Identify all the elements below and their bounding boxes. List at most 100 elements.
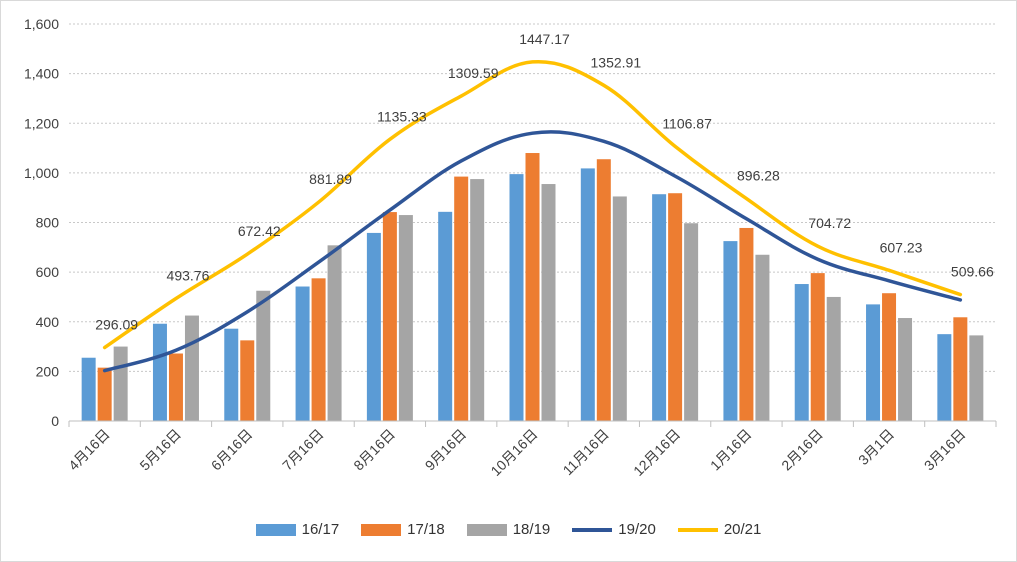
bar-17-18 <box>810 273 825 421</box>
bar-17-18 <box>454 176 469 421</box>
legend-swatch <box>361 523 402 536</box>
legend-label: 18/19 <box>512 521 551 538</box>
bar-16-17 <box>366 232 381 421</box>
bar-17-18 <box>739 227 754 421</box>
bar-16-17 <box>866 304 881 421</box>
x-tick-label: 12月16日 <box>630 426 683 479</box>
data-label: 896.28 <box>737 168 780 184</box>
data-label: 1135.33 <box>377 108 427 124</box>
x-tick-label: 10月16日 <box>487 426 540 479</box>
bar-16-17 <box>652 194 667 421</box>
bar-18-19 <box>969 335 984 421</box>
bar-18-19 <box>541 184 556 421</box>
y-tick-label: 1,000 <box>24 165 59 181</box>
data-label: 1106.87 <box>662 115 712 131</box>
x-tick-label: 3月1日 <box>855 426 897 468</box>
legend-swatch <box>466 523 507 536</box>
gridlines <box>69 23 996 372</box>
y-tick-label: 400 <box>36 314 60 330</box>
data-label: 1309.59 <box>448 65 499 81</box>
legend-label: 16/17 <box>301 521 340 538</box>
line-19-20 <box>102 130 963 373</box>
y-axis: 0 200 400 600 800 1,000 1,200 1,400 1,600 <box>24 16 59 429</box>
bar-17-18 <box>668 193 683 421</box>
bar-17-18 <box>240 340 255 421</box>
bar-16-17 <box>509 174 524 421</box>
legend-label: 20/21 <box>723 521 762 538</box>
legend-swatch <box>255 523 296 536</box>
bar-16-17 <box>224 328 239 421</box>
data-label: 296.09 <box>95 317 138 333</box>
bar-16-17 <box>937 334 952 421</box>
data-label: 704.72 <box>808 215 851 231</box>
bar-17-18 <box>882 293 897 421</box>
x-tick-label: 6月16日 <box>208 426 256 474</box>
y-tick-label: 1,400 <box>24 66 59 82</box>
y-tick-label: 0 <box>51 413 59 429</box>
bar-16-17 <box>723 241 738 421</box>
bar-18-19 <box>755 254 770 421</box>
legend-label: 19/20 <box>618 521 656 538</box>
bar-18-19 <box>256 290 271 421</box>
x-tick-label: 7月16日 <box>279 426 327 474</box>
legend-item: 17/18 <box>361 521 445 538</box>
bar-17-18 <box>953 317 968 421</box>
data-label: 881.89 <box>309 171 352 187</box>
bar-16-17 <box>81 357 96 421</box>
bar-18-19 <box>826 296 841 421</box>
legend-label: 17/18 <box>407 521 445 538</box>
legend-item: 16/17 <box>255 521 340 538</box>
data-label: 672.42 <box>238 223 281 239</box>
bar-17-18 <box>525 153 540 421</box>
bar-18-19 <box>612 196 627 421</box>
bar-18-19 <box>470 179 485 421</box>
legend-item: 20/21 <box>677 521 762 538</box>
legend-item: 19/20 <box>572 521 656 538</box>
data-label: 607.23 <box>880 239 923 255</box>
x-tick-label: 9月16日 <box>422 426 470 474</box>
data-label: 509.66 <box>951 264 994 280</box>
y-tick-label: 1,600 <box>24 16 59 32</box>
bar-18-19 <box>113 346 128 421</box>
bar-16-17 <box>152 323 167 421</box>
data-label: 1447.17 <box>519 31 570 47</box>
bar-16-17 <box>794 284 809 421</box>
x-tick-label: 11月16日 <box>560 426 612 478</box>
legend-swatch <box>677 527 718 532</box>
x-tick-label: 3月16日 <box>921 426 969 474</box>
bar-17-18 <box>382 212 397 421</box>
bar-18-19 <box>684 223 699 421</box>
bar-18-19 <box>898 318 913 421</box>
data-labels: 296.09 493.76 672.42 881.89 1135.33 1309.59 14… <box>95 31 994 333</box>
bar-18-19 <box>398 215 413 421</box>
x-tick-label: 4月16日 <box>65 426 113 474</box>
data-label: 1352.91 <box>591 54 642 70</box>
bar-17-18 <box>168 353 183 421</box>
bar-18-19 <box>327 245 342 421</box>
legend-item: 18/19 <box>466 521 551 538</box>
chart-plot: 0 200 400 600 800 1,000 1,200 1,400 1,600 296.09… <box>24 16 997 479</box>
bar-17-18 <box>596 159 611 421</box>
legend: 16/17 17/18 18/19 19/20 20/21 <box>1 521 1016 538</box>
legend-swatch <box>572 527 613 532</box>
x-tick-label: 2月16日 <box>778 426 826 474</box>
line-20-21 <box>102 59 963 350</box>
y-tick-label: 200 <box>36 363 60 379</box>
y-tick-label: 1,200 <box>24 115 59 131</box>
bar-16-17 <box>580 168 595 421</box>
bar-18-19 <box>184 315 199 421</box>
lines <box>102 59 963 373</box>
y-tick-label: 800 <box>36 215 60 231</box>
data-label: 493.76 <box>167 267 210 283</box>
x-tick-label: 1月16日 <box>707 426 755 474</box>
bar-16-17 <box>295 286 310 421</box>
x-tick-label: 8月16日 <box>350 426 398 474</box>
bars <box>81 153 984 421</box>
x-axis <box>68 420 997 427</box>
bar-16-17 <box>438 211 453 421</box>
x-tick-label: 5月16日 <box>136 426 184 474</box>
bar-17-18 <box>97 367 112 421</box>
y-tick-label: 600 <box>36 264 60 280</box>
bar-17-18 <box>311 278 326 421</box>
